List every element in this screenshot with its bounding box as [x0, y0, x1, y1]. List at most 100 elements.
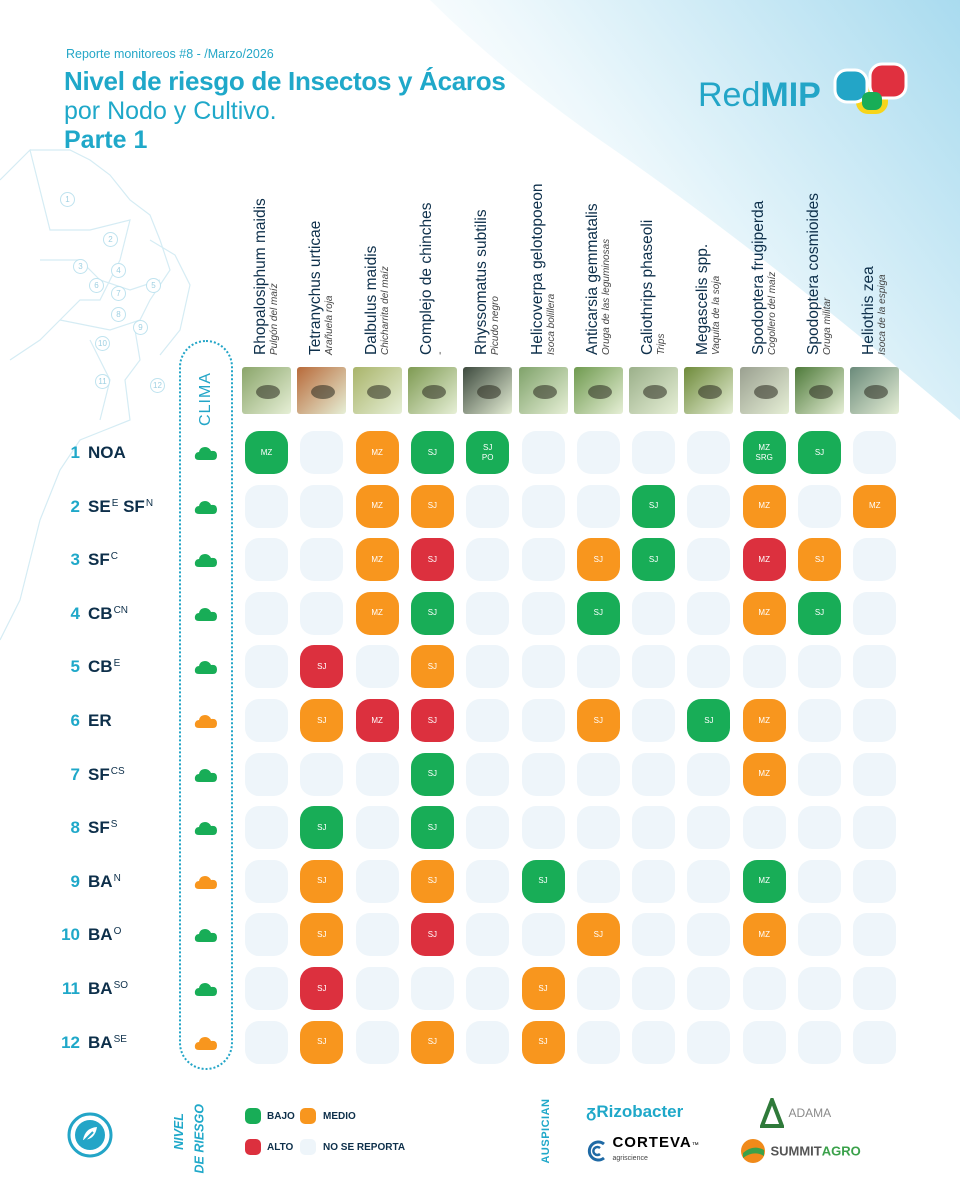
risk-cell-empty [466, 752, 510, 796]
crop-code: MZ [869, 501, 881, 511]
risk-cell-medio: SJ [410, 645, 454, 689]
risk-cell-empty [798, 699, 841, 742]
risk-cell-empty [742, 967, 786, 1010]
map-node-number: 2 [103, 232, 118, 247]
pest-scientific-name: Complejo de chinches [417, 202, 435, 355]
risk-cell-empty [687, 431, 731, 474]
crop-code: SRG [755, 452, 773, 462]
risk-cell-empty [798, 806, 841, 850]
pest-common-name: Vaquita de la soja [711, 275, 723, 355]
risk-cell-bajo: SJ PO [466, 431, 510, 474]
crop-code: MZ [758, 608, 770, 618]
risk-cell-empty [355, 752, 399, 796]
legend-medio-label: MEDIO [323, 1111, 356, 1122]
sponsor-summit-agro: SUMMITAGRO [740, 1138, 861, 1164]
risk-cell-empty [798, 967, 841, 1010]
sponsor-corteva: CORTEVA™ agriscience [586, 1135, 699, 1164]
cloud-icon-orange [194, 874, 218, 890]
risk-cell-empty [576, 806, 620, 850]
node-number: 7 [70, 764, 80, 784]
pest-photo [297, 367, 347, 414]
crop-code: MZ [758, 876, 770, 886]
risk-cell-empty [355, 859, 399, 903]
risk-cell-empty [853, 806, 897, 850]
node-number: 1 [70, 443, 80, 462]
crop-code: SJ [317, 822, 327, 832]
risk-cell-alto: SJ [300, 645, 344, 689]
risk-cell-empty [466, 538, 510, 582]
pest-photo [629, 367, 679, 414]
risk-cell-empty [853, 699, 897, 742]
pest-photo [739, 367, 789, 414]
cloud-icon-green [194, 659, 218, 675]
pest-photo [518, 367, 568, 414]
pest-photo [684, 367, 734, 414]
risk-cell-empty [687, 859, 731, 903]
redmip-logo: RedMIP [698, 62, 918, 132]
risk-cell-empty [521, 645, 565, 689]
logo-mip: MIP [760, 76, 821, 114]
risk-cell-medio: MZ [355, 431, 399, 474]
crop-code: MZ [758, 769, 770, 779]
cloud-icon-green [194, 499, 218, 515]
crop-code: SJ [317, 1037, 327, 1047]
risk-cell-medio: MZ [742, 591, 786, 635]
risk-cell-bajo: MZ SRG [742, 431, 786, 474]
crop-code: SJ [593, 608, 603, 618]
crop-code: SJ [317, 661, 327, 671]
risk-cell-empty [466, 591, 510, 635]
pest-photo [407, 367, 457, 414]
pest-scientific-name: Heliothis zea [860, 266, 878, 355]
legend-title-line1: NIVEL [171, 1113, 186, 1150]
crop-code: SJ [427, 661, 438, 671]
crop-code: SJ [427, 501, 438, 511]
risk-cell-medio: SJ [521, 967, 565, 1010]
risk-cell-empty [245, 806, 288, 850]
pest-photo [573, 367, 623, 414]
risk-cell-empty [632, 699, 676, 742]
risk-cell-medio: MZ [355, 538, 399, 582]
risk-cell-bajo: SJ [521, 859, 565, 903]
legend-alto-label: ALTO [267, 1142, 294, 1153]
pest-photo [352, 367, 402, 414]
risk-cell-alto: SJ [410, 699, 454, 742]
risk-cell-empty [853, 913, 897, 957]
risk-cell-empty [355, 913, 399, 957]
crop-code: SJ [427, 929, 438, 939]
pest-header: Caliothrips phaseoli Trips [639, 175, 667, 355]
risk-cell-medio: MZ [355, 591, 399, 635]
risk-cell-empty [300, 431, 344, 474]
risk-cell-bajo: MZ [245, 431, 288, 474]
risk-cell-empty [466, 645, 510, 689]
risk-cell-empty [576, 645, 620, 689]
risk-cell-empty [853, 1020, 897, 1064]
risk-cell-empty [245, 591, 288, 635]
pest-header: Spodoptera cosmioides Oruga militar [805, 175, 833, 355]
pest-header: Anticarsia gemmatalis Oruga de las legumi… [584, 175, 612, 355]
cloud-icon-green [194, 927, 218, 943]
node-number: 12 [61, 1032, 80, 1052]
node-number: 6 [70, 711, 80, 730]
risk-cell-empty [742, 1020, 786, 1064]
pest-scientific-name: Tetranychus urticae [307, 220, 325, 355]
risk-cell-empty [521, 752, 565, 796]
cloud-icon-green [194, 606, 218, 622]
pest-photo [850, 367, 900, 414]
risk-cell-bajo: SJ [687, 699, 731, 742]
risk-cell-empty [853, 538, 897, 582]
pest-common-name: Isoca bolillera [545, 293, 557, 355]
legend-none-label: NO SE REPORTA [323, 1142, 406, 1153]
rizobacter-icon: ᵹ [586, 1102, 597, 1121]
risk-cell-empty [245, 752, 288, 796]
pest-common-name: - [434, 351, 446, 355]
risk-cell-medio: MZ [742, 484, 786, 528]
risk-cell-medio: MZ [742, 913, 786, 957]
risk-cell-alto: SJ [300, 967, 344, 1010]
node-name: NOA [88, 443, 126, 462]
node-name: SFCS [88, 764, 125, 784]
risk-cell-empty [853, 591, 897, 635]
risk-cell-alto: SJ [410, 538, 454, 582]
risk-cell-empty [742, 806, 786, 850]
cloud-icon-green [194, 445, 218, 461]
logo-red: Red [698, 76, 761, 114]
